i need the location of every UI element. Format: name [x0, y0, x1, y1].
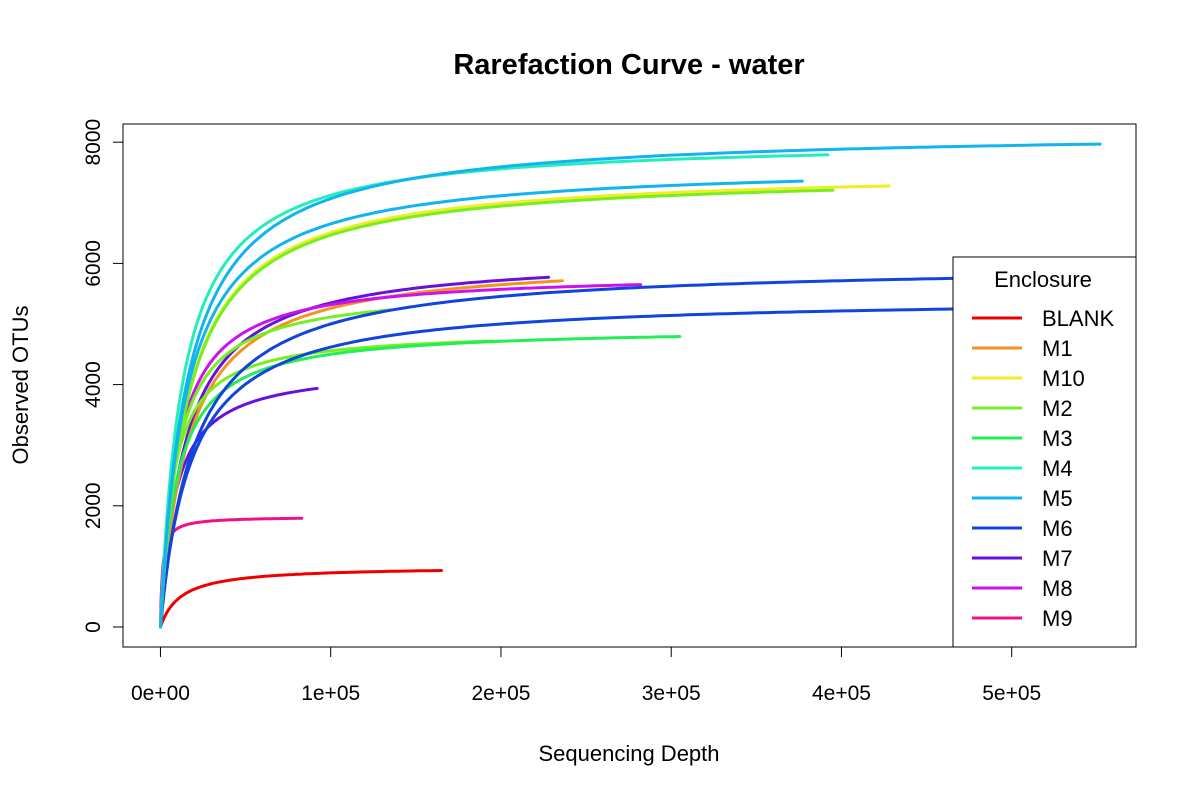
curve-m3	[159, 335, 682, 629]
y-tick-label: 8000	[82, 119, 105, 166]
y-tick-label: 2000	[82, 482, 105, 529]
curves-group	[159, 142, 1136, 629]
x-axis: 0e+00 1e+05 2e+05 3e+05 4e+05 5e+05	[131, 646, 1041, 705]
legend-label-m9: M9	[1042, 606, 1073, 631]
curve-m7	[159, 275, 551, 629]
legend-label-m4: M4	[1042, 456, 1073, 481]
legend-label-blank: BLANK	[1042, 306, 1114, 331]
legend-label-m1: M1	[1042, 336, 1073, 361]
legend-label-m10: M10	[1042, 366, 1085, 391]
legend-title: Enclosure	[994, 267, 1092, 292]
y-axis: 0 2000 4000 6000 8000	[82, 119, 124, 633]
legend-box	[952, 256, 1137, 648]
curve-m1	[159, 279, 564, 629]
y-tick-label: 4000	[82, 361, 105, 408]
legend: Enclosure BLANK M1 M10 M2 M3 M4 M5 M6 M7 M8 M9	[952, 256, 1137, 648]
legend-label-m6: M6	[1042, 516, 1073, 541]
x-tick-label: 1e+05	[301, 682, 360, 705]
x-axis-label: Sequencing Depth	[538, 741, 719, 766]
x-tick-label: 3e+05	[642, 682, 701, 705]
curve-m5	[159, 179, 804, 629]
y-tick-label: 0	[82, 621, 105, 633]
y-axis-label: Observed OTUs	[8, 306, 33, 465]
curve-m5	[159, 142, 1102, 629]
curve-m6	[159, 305, 1136, 629]
curve-m9	[159, 516, 304, 629]
chart-title: Rarefaction Curve - water	[453, 49, 804, 81]
curve-m4	[159, 153, 830, 629]
legend-label-m3: M3	[1042, 426, 1073, 451]
curve-m8	[159, 283, 643, 629]
legend-label-m7: M7	[1042, 546, 1073, 571]
curve-blank	[159, 569, 443, 629]
y-tick-label: 6000	[82, 240, 105, 287]
x-tick-label: 2e+05	[471, 682, 530, 705]
legend-label-m5: M5	[1042, 486, 1073, 511]
legend-label-m2: M2	[1042, 396, 1073, 421]
legend-label-m8: M8	[1042, 576, 1073, 601]
x-tick-label: 5e+05	[982, 682, 1041, 705]
x-tick-label: 4e+05	[812, 682, 871, 705]
x-tick-label: 0e+00	[131, 682, 190, 705]
legend-entries: BLANK M1 M10 M2 M3 M4 M5 M6 M7 M8 M9	[972, 306, 1114, 631]
